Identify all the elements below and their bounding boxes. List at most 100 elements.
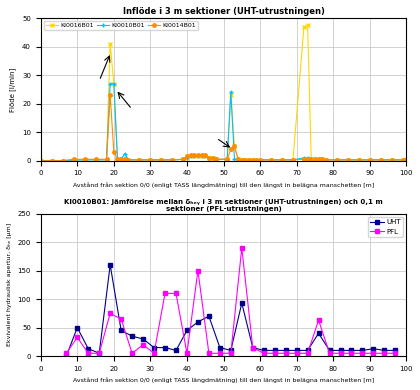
UHT	[360, 348, 365, 353]
Y-axis label: Ekvivalent hydraulisk apertur, δₕₑ [μm]: Ekvivalent hydraulisk apertur, δₕₑ [μm]	[7, 223, 12, 346]
PFL	[305, 351, 310, 356]
UHT	[305, 348, 310, 353]
UHT	[283, 348, 288, 353]
KI0016B01	[192, 154, 197, 159]
UHT	[349, 348, 354, 353]
PFL	[75, 335, 80, 340]
Title: Inflöde i 3 m sektioner (UHT-utrustningen): Inflöde i 3 m sektioner (UHT-utrustninge…	[123, 7, 325, 16]
KI0016B01	[104, 158, 109, 162]
PFL	[327, 351, 332, 356]
Line: KI0014B01: KI0014B01	[39, 93, 408, 163]
KI0010B01	[195, 154, 200, 159]
Line: KI0010B01: KI0010B01	[39, 82, 408, 163]
X-axis label: Avstånd från sektion 0/0 (enligt TASS längdmätning) till den längst in belägna m: Avstånd från sektion 0/0 (enligt TASS lä…	[73, 182, 374, 188]
KI0016B01	[356, 158, 361, 162]
KI0010B01	[38, 158, 43, 163]
PFL	[163, 291, 168, 296]
UHT	[163, 345, 168, 350]
KI0016B01	[118, 157, 123, 161]
KI0014B01	[195, 152, 200, 157]
KI0010B01	[404, 158, 409, 162]
UHT	[141, 337, 146, 341]
PFL	[108, 311, 113, 316]
PFL	[141, 342, 146, 347]
PFL	[250, 345, 255, 350]
PFL	[283, 351, 288, 356]
UHT	[239, 301, 244, 305]
UHT	[118, 328, 123, 333]
UHT	[206, 314, 211, 319]
PFL	[294, 351, 299, 356]
KI0010B01	[122, 151, 127, 156]
PFL	[152, 351, 157, 356]
UHT	[338, 348, 343, 353]
PFL	[130, 351, 135, 356]
PFL	[228, 351, 234, 356]
KI0010B01	[108, 82, 113, 86]
UHT	[64, 354, 69, 358]
UHT	[316, 331, 321, 336]
PFL	[371, 351, 376, 356]
UHT	[294, 348, 299, 353]
KI0010B01	[400, 158, 405, 162]
KI0016B01	[404, 158, 409, 162]
Line: PFL: PFL	[64, 246, 397, 355]
PFL	[239, 245, 244, 250]
KI0016B01	[38, 158, 43, 163]
KI0014B01	[148, 158, 153, 162]
UHT	[130, 334, 135, 339]
PFL	[173, 291, 178, 296]
PFL	[393, 351, 398, 356]
UHT	[272, 348, 277, 353]
KI0010B01	[356, 158, 361, 162]
PFL	[97, 351, 102, 356]
PFL	[382, 351, 387, 356]
PFL	[217, 351, 222, 356]
PFL	[86, 351, 91, 356]
Legend: UHT, PFL: UHT, PFL	[368, 217, 403, 237]
UHT	[97, 351, 102, 356]
KI0014B01	[122, 157, 127, 161]
KI0014B01	[404, 158, 409, 162]
UHT	[173, 348, 178, 353]
PFL	[360, 351, 365, 356]
PFL	[261, 351, 266, 356]
UHT	[217, 345, 222, 350]
KI0010B01	[104, 158, 109, 162]
PFL	[64, 351, 69, 356]
UHT	[393, 348, 398, 353]
UHT	[261, 348, 266, 353]
UHT	[184, 328, 189, 333]
Legend: KI0016B01, KI0010B01, KI0014B01: KI0016B01, KI0010B01, KI0014B01	[44, 21, 197, 30]
PFL	[184, 351, 189, 356]
Line: KI0016B01: KI0016B01	[39, 23, 408, 163]
UHT	[152, 345, 157, 350]
KI0016B01	[400, 158, 405, 162]
KI0014B01	[400, 158, 405, 162]
UHT	[108, 262, 113, 267]
UHT	[195, 319, 200, 324]
UHT	[75, 325, 80, 330]
KI0016B01	[137, 158, 142, 162]
PFL	[206, 351, 211, 356]
PFL	[272, 351, 277, 356]
Y-axis label: Flöde [l/min]: Flöde [l/min]	[10, 67, 16, 112]
KI0014B01	[108, 93, 113, 98]
Title: KI0010B01: Jämförelse mellan δₕₑᵧ i 3 m sektioner (UHT-utrustningen) och 0,1 m
s: KI0010B01: Jämförelse mellan δₕₑᵧ i 3 m …	[64, 199, 383, 212]
UHT	[86, 346, 91, 351]
KI0014B01	[356, 158, 361, 162]
PFL	[349, 351, 354, 356]
PFL	[118, 317, 123, 321]
UHT	[327, 348, 332, 353]
KI0014B01	[104, 157, 109, 161]
KI0016B01	[305, 23, 310, 28]
PFL	[316, 318, 321, 323]
Line: UHT: UHT	[64, 263, 397, 358]
PFL	[195, 268, 200, 273]
PFL	[338, 351, 343, 356]
UHT	[250, 345, 255, 350]
UHT	[382, 348, 387, 353]
X-axis label: Avstånd från sektion 0/0 (enligt TASS längdmätning) till den längst in belägna m: Avstånd från sektion 0/0 (enligt TASS lä…	[73, 378, 374, 383]
UHT	[228, 348, 234, 353]
UHT	[371, 346, 376, 351]
